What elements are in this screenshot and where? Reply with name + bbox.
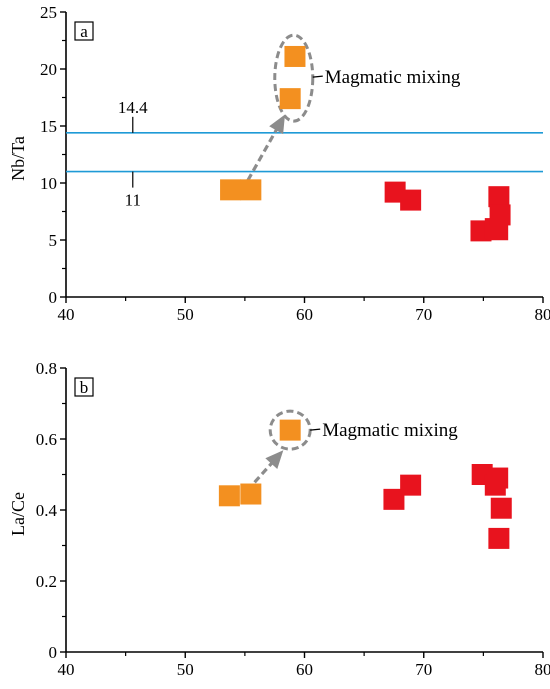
panel-b-series-2-point [383, 488, 405, 510]
panel-b-annotation-text: Magmatic mixing [322, 420, 458, 441]
panel-b-x-tick-label: 60 [296, 660, 313, 679]
panel-a-x-tick-label: 70 [415, 305, 432, 324]
panel-a-mixing-arrow-head [269, 114, 286, 135]
panel-a-series-2-point [400, 189, 422, 211]
panel-a-y-axis-title: Nb/Ta [8, 136, 28, 181]
panel-a-series-1-point [284, 45, 306, 67]
panel-b-mixing-arrow-shaft [246, 452, 282, 492]
panel-a-label-box [74, 21, 94, 41]
panel-b-x-tick-label: 70 [415, 660, 432, 679]
panel-b-mixing-arrow-head [265, 450, 284, 469]
panel-a-annotation-text: Magmatic mixing [325, 67, 461, 88]
panel-b-series-2-point [487, 467, 509, 489]
panel-a-x-tick-label: 40 [58, 305, 75, 324]
panel-a-y-tick-label: 10 [40, 174, 57, 193]
panel-a-x-tick-label: 80 [535, 305, 550, 324]
panel-a-series-1-point [240, 179, 262, 201]
panel-b-series-1-point [240, 483, 262, 505]
panel-b-series-1-point [218, 485, 240, 507]
panel-a-y-tick-label: 0 [49, 288, 58, 307]
panel-a-series-2-point [489, 204, 511, 226]
panel-b-y-tick-label: 0.6 [36, 430, 57, 449]
panel-a-mixing-ellipse [273, 33, 315, 123]
panel-b-y-tick-label: 0.2 [36, 572, 57, 591]
panel-b-y-axis-title: La/Ce [8, 492, 28, 536]
panel-b-annotation-leader [310, 428, 321, 431]
panel-a-series-2-point [488, 186, 510, 208]
panel-a-y-tick-label: 25 [40, 3, 57, 22]
panel-b-series-2-point [488, 527, 510, 549]
panel-b-series-1-point [279, 419, 301, 441]
panel-a-x-tick-label: 50 [177, 305, 194, 324]
panel-b-y-tick-label: 0 [49, 643, 58, 662]
panel-a-reference-label: 14.4 [118, 98, 148, 117]
panel-b-series-2-point [400, 474, 422, 496]
panel-a-y-tick-label: 20 [40, 60, 57, 79]
panel-a-y-tick-label: 15 [40, 117, 57, 136]
panel-a-series-1-point [279, 88, 301, 110]
panel-a-label: a [80, 22, 88, 41]
panel-a-y-tick-label: 5 [49, 231, 58, 250]
panel-b-y-tick-label: 0.8 [36, 359, 57, 378]
panel-b-x-tick-label: 50 [177, 660, 194, 679]
panel-b-x-tick-label: 40 [58, 660, 75, 679]
panel-a-x-tick-label: 60 [296, 305, 313, 324]
panel-a-series-1-point [220, 179, 242, 201]
panel-b-y-tick-label: 0.4 [36, 501, 58, 520]
panel-b-label-box [74, 377, 94, 397]
panel-b-label: b [80, 378, 89, 397]
panel-a-reference-label: 11 [125, 191, 141, 210]
panel-b-series-2-point [490, 497, 512, 519]
panel-a-annotation-leader [312, 75, 323, 78]
panel-b-x-tick-label: 80 [535, 660, 550, 679]
